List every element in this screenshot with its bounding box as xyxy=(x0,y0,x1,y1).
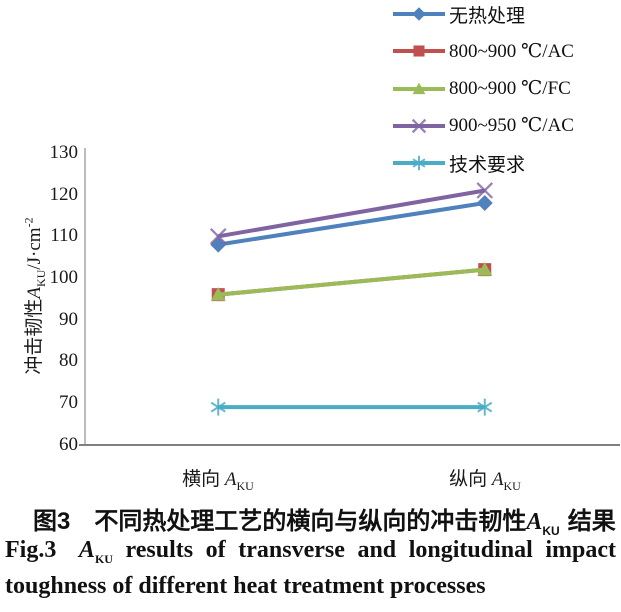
y-tick-label: 110 xyxy=(50,225,78,247)
y-tick-label: 60 xyxy=(59,433,78,455)
caption-figure-number-cn: 图3 xyxy=(33,508,71,535)
triangle-marker-icon xyxy=(477,262,493,276)
diamond-marker-icon xyxy=(412,7,426,21)
legend-item: 900~950 ℃/AC xyxy=(392,113,574,139)
square-marker-icon xyxy=(413,45,425,57)
diamond-marker-icon xyxy=(210,236,227,253)
legend-item: 技术要求 xyxy=(392,150,525,176)
legend-item-label: 900~950 ℃/AC xyxy=(449,115,574,137)
series-line xyxy=(217,201,486,247)
y-tick-label: 100 xyxy=(49,266,79,288)
x-category-symbol: A xyxy=(224,469,237,490)
triangle-legend-marker-icon xyxy=(393,82,445,94)
series-line xyxy=(217,188,486,239)
series-line xyxy=(218,267,485,297)
x-legend-marker-icon xyxy=(393,118,445,134)
legend-item-label: 技术要求 xyxy=(449,154,526,176)
caption-symbol-cn: A xyxy=(526,509,543,535)
legend-item: 无热处理 xyxy=(392,1,525,27)
asterisk-marker-icon xyxy=(477,401,493,413)
triangle-marker-icon xyxy=(210,287,226,301)
caption-text-en: results of transverse and longitudinal i… xyxy=(125,537,617,563)
legend-item: 800~900 ℃/FC xyxy=(392,76,571,102)
asterisk-marker-icon xyxy=(210,401,226,413)
y-tick-label: 70 xyxy=(59,391,78,413)
asterisk-legend-marker-icon xyxy=(393,155,445,171)
square-legend-marker-icon xyxy=(393,45,445,57)
diamond-marker-icon xyxy=(476,194,493,211)
legend-item-label: 800~900 ℃/FC xyxy=(449,78,571,100)
legend-item-label: 无热处理 xyxy=(449,5,526,27)
y-tick-label: 80 xyxy=(59,350,78,372)
caption-text-cn: 不同热处理工艺的横向与纵向的冲击韧性 xyxy=(94,508,527,535)
x-marker-icon xyxy=(411,118,427,134)
caption-line-english-1: Fig.3 AKU results of transverse and long… xyxy=(5,537,616,567)
caption-line-chinese: 图3 不同热处理工艺的横向与纵向的冲击韧性AKU 结果 xyxy=(0,501,621,538)
triangle-marker-icon xyxy=(412,82,426,94)
y-tick-label: 90 xyxy=(59,308,78,330)
legend-item: 800~900 ℃/AC xyxy=(392,38,574,64)
caption-symbol-en: A xyxy=(78,537,95,563)
x-category-symbol: A xyxy=(491,469,504,490)
x-category-symbol-subscript: KU xyxy=(503,478,521,493)
x-category-text: 横向 xyxy=(182,469,221,490)
caption-symbol-subscript-cn: KU xyxy=(542,523,560,538)
caption-tail-cn: 结果 xyxy=(567,508,616,535)
x-category-text: 纵向 xyxy=(449,469,488,490)
legend-item-label: 800~900 ℃/AC xyxy=(449,40,574,62)
x-category-label-transverse: 横向 AKU xyxy=(138,464,298,494)
x-marker-icon xyxy=(209,228,227,245)
y-tick-label: 120 xyxy=(49,183,79,205)
y-tick-label: 130 xyxy=(49,142,79,163)
x-marker-icon xyxy=(476,182,494,199)
caption-symbol-subscript-en: KU xyxy=(94,551,113,566)
x-category-label-longitudinal: 纵向 AKU xyxy=(405,464,565,494)
caption-figure-number-en: Fig.3 xyxy=(5,537,57,563)
x-category-symbol-subscript: KU xyxy=(236,478,254,493)
asterisk-marker-icon xyxy=(412,158,426,168)
caption-line-english-2: toughness of different heat treatment pr… xyxy=(5,573,486,599)
diamond-legend-marker-icon xyxy=(393,7,445,21)
